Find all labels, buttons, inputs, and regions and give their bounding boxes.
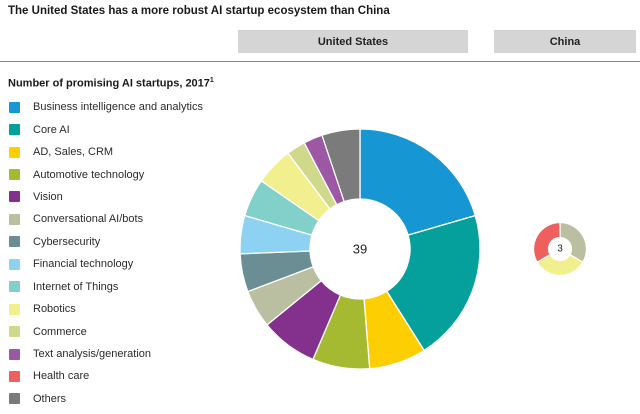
legend-swatch-icon (9, 348, 20, 360)
legend-label: Others (33, 392, 67, 405)
legend-item: Automotive technology (9, 163, 239, 185)
donut-chart-china: Conversational AI/bots: 1Robotics: 1Heal… (532, 221, 588, 277)
legend-label: Robotics (33, 303, 76, 316)
legend-label: Text analysis/generation (33, 348, 152, 361)
legend-item: Vision (9, 186, 239, 208)
donut-segment: Others: 2 (321, 128, 361, 203)
legend-swatch-icon (9, 124, 20, 136)
legend-label: Conversational AI/bots (33, 213, 144, 226)
legend-swatch-icon (9, 326, 20, 338)
donut-svg: Business intelligence and analytics: 8Co… (239, 128, 481, 370)
column-header-china: China (494, 30, 636, 53)
legend-swatch-icon (9, 236, 20, 248)
horizontal-divider (0, 61, 640, 62)
legend-item: Conversational AI/bots (9, 208, 239, 230)
legend-swatch-icon (9, 101, 20, 113)
legend-item: AD, Sales, CRM (9, 141, 239, 163)
legend-item: Internet of Things (9, 276, 239, 298)
legend-swatch-icon (9, 370, 20, 382)
donut-center-total: 3 (557, 244, 563, 255)
donut-chart-united-states: Business intelligence and analytics: 8Co… (238, 127, 482, 371)
legend-label: Commerce (33, 325, 87, 338)
legend-item: Core AI (9, 118, 239, 140)
chart-subtitle: Number of promising AI startups, 20171 (8, 77, 214, 90)
legend-label: Health care (33, 370, 90, 383)
legend-swatch-icon (9, 213, 20, 225)
legend-label: AD, Sales, CRM (33, 146, 114, 159)
legend-label: Business intelligence and analytics (33, 101, 203, 114)
legend-item: Financial technology (9, 253, 239, 275)
legend-label: Automotive technology (33, 168, 145, 181)
legend-swatch-icon (9, 169, 20, 181)
legend-swatch-icon (9, 281, 20, 293)
legend-label: Core AI (33, 123, 70, 136)
column-header-united-states-label: United States (317, 35, 389, 48)
legend-swatch-icon (9, 393, 20, 405)
donut-center-total: 39 (353, 242, 367, 257)
column-header-united-states: United States (238, 30, 468, 53)
legend-item: Cybersecurity (9, 231, 239, 253)
donut-segment: Health care: 1 (532, 221, 561, 264)
legend-item: Health care (9, 365, 239, 387)
legend-label: Financial technology (33, 258, 134, 271)
donut-segment: Business intelligence and analytics: 8 (359, 128, 477, 236)
chart-subtitle-text: Number of promising AI startups, 2017 (8, 77, 210, 90)
legend: Business intelligence and analytics Core … (9, 96, 239, 410)
legend-swatch-icon (9, 303, 20, 315)
legend-item: Commerce (9, 320, 239, 342)
legend-label: Internet of Things (33, 280, 119, 293)
legend-item: Others (9, 388, 239, 410)
donut-segment: Core AI: 8 (385, 214, 481, 352)
legend-swatch-icon (9, 258, 20, 270)
legend-label: Vision (33, 190, 63, 203)
chart-subtitle-footnote-marker: 1 (209, 77, 214, 84)
legend-item: Text analysis/generation (9, 343, 239, 365)
donut-svg: Conversational AI/bots: 1Robotics: 1Heal… (532, 221, 588, 277)
column-header-china-label: China (549, 35, 581, 48)
legend-swatch-icon (9, 191, 20, 203)
legend-label: Cybersecurity (33, 235, 101, 248)
legend-item: Robotics (9, 298, 239, 320)
legend-swatch-icon (9, 146, 20, 158)
page-title: The United States has a more robust AI s… (8, 5, 390, 17)
legend-item: Business intelligence and analytics (9, 96, 239, 118)
